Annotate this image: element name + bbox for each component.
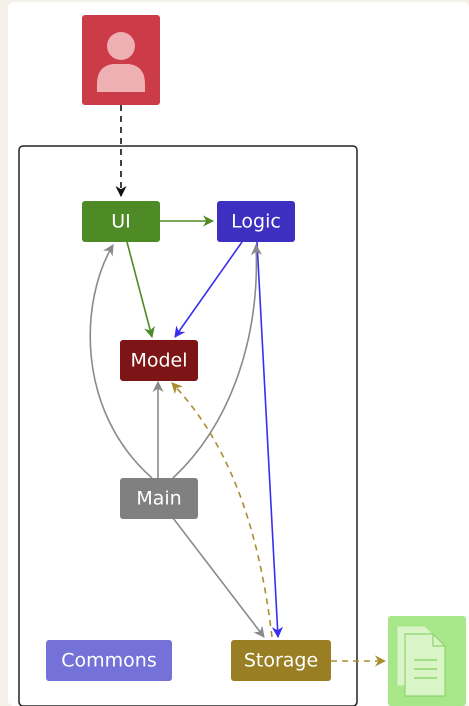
storage-component: Storage	[231, 640, 331, 681]
model-label: Model	[130, 350, 187, 372]
logic-label: Logic	[231, 211, 281, 233]
model-component: Model	[120, 340, 198, 381]
arrow-main-to-storage	[172, 517, 265, 638]
logic-component: Logic	[217, 201, 295, 242]
arrow-main-to-ui	[89, 244, 153, 479]
arrow-logic-to-model	[174, 241, 243, 338]
arrow-storage-to-model	[171, 382, 273, 638]
main-component: Main	[120, 478, 198, 519]
user-icon	[82, 15, 160, 105]
commons-label: Commons	[61, 650, 156, 672]
file-icon	[388, 616, 466, 706]
commons-component: Commons	[46, 640, 172, 681]
system-boundary	[18, 145, 358, 706]
arrow-logic-to-storage	[256, 241, 284, 639]
arrow-main-to-logic	[172, 243, 263, 479]
main-label: Main	[136, 488, 181, 510]
ui-component: UI	[82, 201, 160, 242]
storage-label: Storage	[244, 650, 318, 672]
ui-label: UI	[111, 211, 131, 233]
arrow-ui-to-model	[126, 241, 155, 339]
